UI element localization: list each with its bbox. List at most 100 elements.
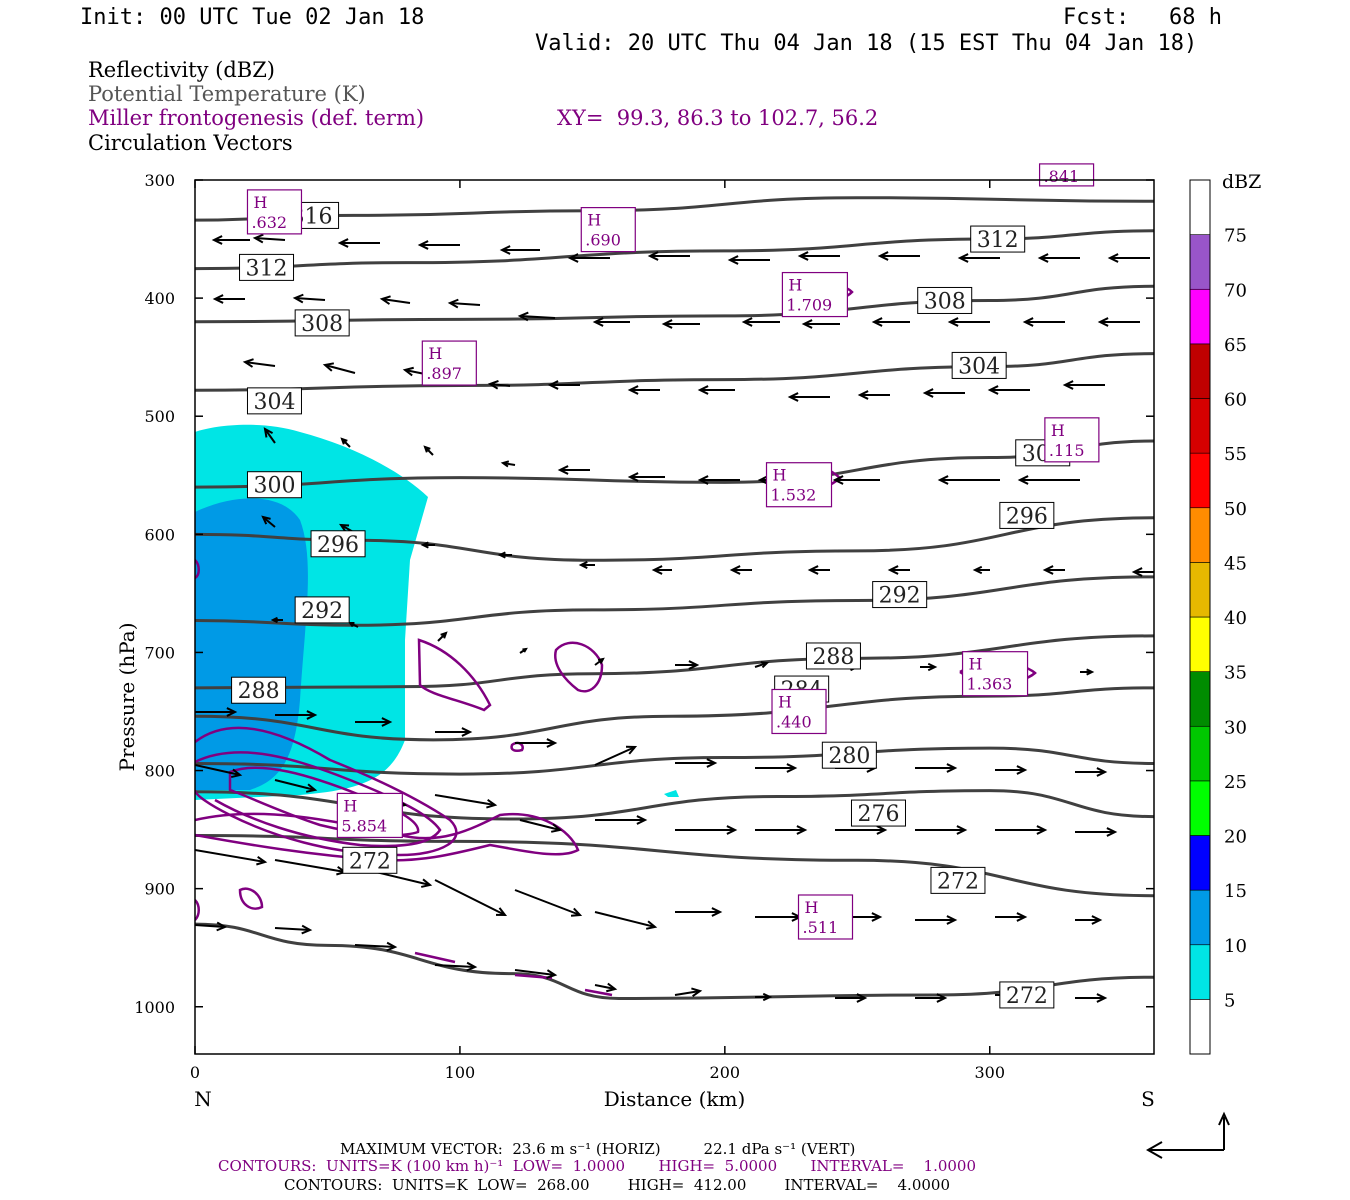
y-tick-label: 600 [144, 525, 175, 544]
theta-label: 300 [253, 474, 295, 499]
circulation-vector-head [1017, 475, 1029, 485]
theta-label-box [246, 387, 302, 415]
frontogenesis-max-value: 1.709 [786, 296, 832, 315]
frontogenesis-max-marker: H [1051, 421, 1065, 440]
circulation-vector-head [211, 235, 223, 245]
theta-label: 272 [937, 869, 979, 894]
frontogenesis-max-value: 1.532 [771, 486, 817, 505]
cross-section-endpoints: XY= 99.3, 86.3 to 102.7, 56.2 [557, 106, 879, 130]
colorbar-level-label: 55 [1224, 444, 1247, 465]
circulation-vector [195, 764, 241, 776]
colorbar-swatch [1189, 671, 1211, 727]
theta-label: 304 [253, 390, 295, 415]
circulation-vector-head [486, 798, 498, 809]
reference-vector-horizontal-head [1145, 1141, 1163, 1159]
circulation-vector-head [340, 437, 348, 445]
colorbar-level-label: 60 [1224, 390, 1247, 411]
circulation-vector-head [956, 825, 968, 835]
circulation-vector-head [946, 763, 958, 773]
x-tick-label: 200 [710, 1063, 741, 1082]
circulation-vector-head [726, 825, 738, 835]
frontogenesis-contour [514, 973, 553, 980]
theta-label: 288 [238, 679, 280, 704]
frontogenesis-contour [414, 951, 456, 964]
circulation-vector-head [762, 992, 773, 1002]
circulation-vector-head [937, 475, 949, 485]
circulation-vector-head [592, 317, 604, 327]
frontogenesis-max-value: .511 [803, 918, 839, 937]
theta-label: 308 [924, 289, 966, 314]
frontogenesis-max-value: .115 [1049, 441, 1085, 460]
frontogenesis-contour [195, 751, 442, 848]
theta-contour-308 [195, 284, 1154, 324]
colorbar-swatch [1189, 889, 1211, 946]
circulation-vector-head [627, 385, 639, 395]
circulation-vector-head [787, 392, 799, 402]
theta-label-box [246, 471, 302, 499]
circulation-vector-head [270, 616, 278, 624]
theta-label-box [951, 351, 1007, 379]
circulation-vector [381, 298, 411, 304]
colorbar-frame [1189, 179, 1211, 1055]
colorbar-level-label: 15 [1224, 881, 1247, 902]
circulation-vector-head [499, 245, 511, 255]
circulation-vector-head [1016, 765, 1028, 775]
reference-vector [1145, 1111, 1230, 1159]
circulation-vector-head [871, 912, 883, 922]
circulation-vector-head [517, 311, 529, 322]
circulation-vector-head [546, 969, 558, 979]
circulation-vector-head [797, 251, 809, 261]
south-label: S [1141, 1087, 1155, 1111]
circulation-vector [449, 302, 481, 306]
theta-label-box [930, 866, 986, 894]
frontogenesis-contour [195, 726, 458, 857]
max-vector-note: MAXIMUM VECTOR: 23.6 m s⁻¹ (HORIZ) 22.1 … [340, 1140, 856, 1158]
colorbar-swatch [1189, 999, 1211, 1055]
circulation-vector-head [691, 987, 703, 997]
circulation-vector-head [729, 565, 741, 575]
circulation-vector-head [887, 565, 899, 575]
y-tick-label: 700 [144, 643, 175, 662]
theta-contour-272 [195, 834, 1154, 898]
theta-contour-note: CONTOURS: UNITS=K LOW= 268.00 HIGH= 412.… [284, 1176, 950, 1194]
colorbar-swatch [1189, 398, 1211, 454]
frontogenesis-contour-note: CONTOURS: UNITS=K (100 km h)⁻¹ LOW= 1.00… [218, 1157, 977, 1175]
theta-label: 304 [958, 354, 1000, 379]
colorbar-swatch [1189, 452, 1211, 509]
circulation-vector-head [242, 358, 254, 368]
circulation-vector-head [876, 825, 888, 835]
colorbar-level-label: 35 [1224, 663, 1247, 684]
circulation-vector-head [420, 541, 429, 549]
circulation-vector-head [957, 253, 969, 263]
circulation-vector-head [645, 920, 658, 930]
circulation-vector [434, 964, 476, 968]
circulation-vector-head [697, 385, 709, 395]
theta-label: 312 [246, 256, 288, 281]
circulation-vector-head [927, 662, 938, 672]
circulation-vector-head [461, 727, 473, 737]
circulation-vector-head [877, 251, 889, 261]
circulation-vector-head [1106, 827, 1118, 837]
colorbar-level-label: 50 [1224, 499, 1247, 520]
circulation-vector-head [1131, 567, 1143, 577]
theta-label-box [294, 596, 350, 624]
theta-label-box [231, 676, 287, 704]
circulation-vector-head [381, 717, 393, 727]
frontogenesis-max-value: .632 [251, 213, 287, 232]
circulation-vector-head [347, 621, 355, 628]
y-tick-label: 400 [144, 289, 175, 308]
x-axis-label: Distance (km) [604, 1087, 746, 1111]
circulation-vector-head [647, 251, 659, 261]
circulation-vector [274, 927, 311, 931]
circulation-vector-head [1022, 317, 1034, 327]
circulation-vector [434, 794, 496, 806]
circulation-vector-head [972, 565, 983, 575]
circulation-vector-head [760, 661, 770, 669]
circulation-vector-head [1107, 253, 1119, 263]
colorbar-swatch [1189, 507, 1211, 563]
frontogenesis-max-marker: H [778, 692, 792, 711]
theta-label: 288 [812, 645, 854, 670]
circulation-vector [195, 849, 266, 863]
frontogenesis-max-box [246, 189, 303, 235]
frontogenesis-max-box [1044, 417, 1100, 463]
